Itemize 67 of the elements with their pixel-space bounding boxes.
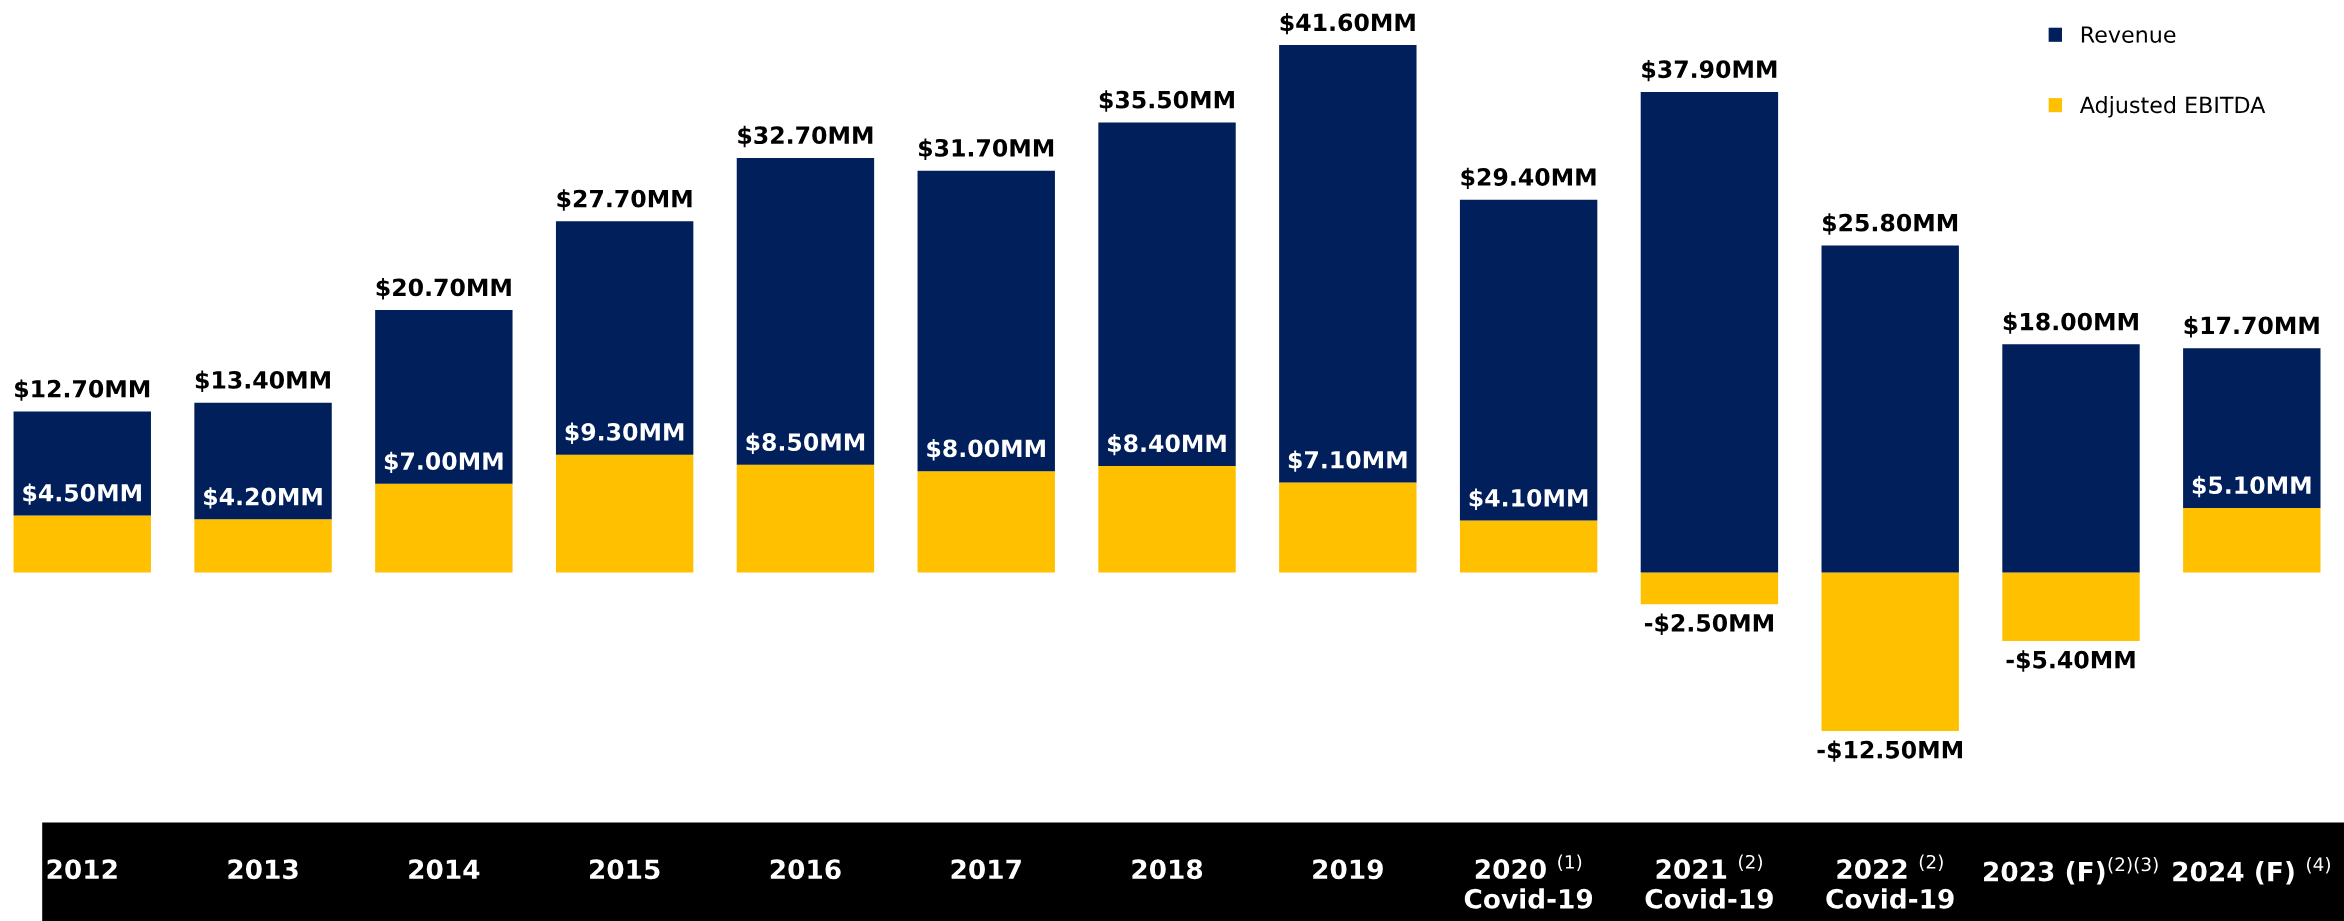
x-tick-label: 2022 $^{(2)}$ Covid-19 [1826,854,1954,909]
total-label: $29.40MM [1461,167,1596,190]
total-label: $20.70MM [376,277,511,300]
data-label: $4.20MM [204,487,322,509]
bar [1640,572,1779,605]
x-tick-label: 2024 (F) $^{(4)}$ [2173,857,2330,885]
bar [555,221,694,455]
bar [2183,507,2321,573]
bar [375,483,513,573]
x-tick-label: 2020 $^{(1)}$ Covid-19 [1464,854,1593,909]
total-label: $35.50MM [1099,90,1234,112]
total-label: $12.70MM [15,379,150,401]
data-label: $8.40MM [1108,433,1226,456]
x-tick-label: 2013 [228,859,298,880]
x-tick-label: 2012 [47,859,117,880]
total-label: $13.40MM [195,370,330,392]
total-label: $31.70MM [919,138,1054,160]
data-label: -$12.50MM [1817,740,1962,762]
total-label: $17.70MM [2184,316,2319,338]
bar [1459,520,1598,573]
x-tick-label: 2019 [1313,859,1383,880]
bar [2002,344,2140,573]
x-tick-label: 2016 [770,859,841,880]
bar [2002,572,2140,642]
data-label: $8.00MM [927,439,1045,461]
total-label: $32.70MM [738,125,873,148]
bar [736,464,875,573]
total-label: $27.70MM [557,189,692,211]
bar [2183,348,2321,508]
bar [555,454,694,573]
legend-label: Revenue [2081,26,2176,43]
data-label: $18.00MM [2003,312,2138,334]
data-label: $8.50MM [746,432,865,455]
data-label: $37.90MM [1642,59,1777,82]
bar [736,157,875,465]
bar [917,471,1055,573]
data-label: $7.10MM [1288,450,1407,472]
bar [1459,199,1598,521]
legend-label: Adjusted EBITDA [2079,96,2266,118]
total-label: $41.60MM [1280,12,1415,35]
x-tick-label: 2017 [951,859,1021,880]
bar [13,515,151,573]
bar [1098,466,1236,573]
data-label: $5.10MM [2192,475,2311,498]
bar [1821,245,1959,573]
bar [1640,92,1779,573]
data-label: $4.50MM [23,483,141,505]
bar [194,402,332,520]
x-tick-label: 2021 $^{(2)}$ Covid-19 [1645,854,1773,909]
x-tick-label: 2018 [1132,859,1203,880]
data-label: -$2.50MM [1644,613,1773,635]
bar [375,310,513,484]
x-tick-label: 2023 (F)$^{(2)(3)}$ [1984,857,2158,885]
data-label: $25.80MM [1823,213,1958,235]
x-tick-label: 2014 [409,859,480,880]
bar [13,411,151,516]
bar [1821,572,1959,732]
bar [1279,45,1417,483]
data-label: $9.30MM [565,422,684,444]
x-tick-label: 2015 [590,859,660,880]
data-label: $7.00MM [384,451,503,474]
bar [1279,482,1417,573]
bar [917,170,1055,472]
bar [194,519,332,573]
data-label: -$5.40MM [2006,650,2135,672]
bar [1098,122,1236,467]
data-label: $4.10MM [1469,488,1588,510]
